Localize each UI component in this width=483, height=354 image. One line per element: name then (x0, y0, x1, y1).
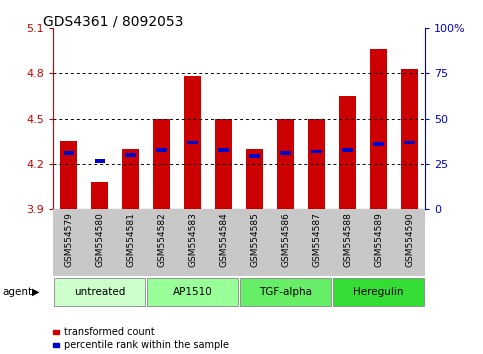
Bar (281, 152, 291, 155)
Text: ▶: ▶ (32, 287, 40, 297)
Bar (218, 148, 229, 152)
Bar (370, 50, 387, 209)
Text: GSM554586: GSM554586 (281, 212, 290, 267)
Bar (147, 278, 238, 306)
Bar (404, 141, 415, 144)
Text: percentile rank within the sample: percentile rank within the sample (64, 340, 229, 350)
Text: GSM554579: GSM554579 (64, 212, 73, 267)
Bar (156, 148, 167, 152)
Bar (122, 149, 139, 209)
Text: GSM554584: GSM554584 (219, 212, 228, 267)
Bar (277, 119, 294, 209)
Bar (373, 142, 384, 146)
Bar (312, 150, 322, 154)
Bar (246, 149, 263, 209)
Bar (240, 278, 331, 306)
Text: agent: agent (2, 287, 32, 297)
Bar (126, 153, 136, 156)
Bar (187, 141, 198, 144)
Bar (63, 152, 74, 155)
Text: GSM554581: GSM554581 (126, 212, 135, 267)
Text: GSM554588: GSM554588 (343, 212, 352, 267)
Text: AP1510: AP1510 (173, 287, 213, 297)
Text: GSM554582: GSM554582 (157, 212, 166, 267)
Text: Heregulin: Heregulin (353, 287, 404, 297)
Text: GSM554583: GSM554583 (188, 212, 197, 267)
Bar (339, 96, 356, 209)
Bar (91, 182, 108, 209)
Text: untreated: untreated (74, 287, 125, 297)
Bar (215, 119, 232, 209)
Bar (342, 148, 353, 152)
Text: GSM554589: GSM554589 (374, 212, 383, 267)
Text: GSM554587: GSM554587 (312, 212, 321, 267)
Bar (60, 141, 77, 209)
Text: GDS4361 / 8092053: GDS4361 / 8092053 (43, 14, 184, 28)
Bar (308, 119, 325, 209)
Text: TGF-alpha: TGF-alpha (259, 287, 312, 297)
Text: transformed count: transformed count (64, 327, 155, 337)
Bar (95, 159, 105, 162)
Text: GSM554590: GSM554590 (405, 212, 414, 267)
Text: GSM554585: GSM554585 (250, 212, 259, 267)
Bar (153, 119, 170, 209)
Bar (401, 69, 418, 209)
Bar (333, 278, 424, 306)
Bar (249, 154, 260, 158)
Text: GSM554580: GSM554580 (95, 212, 104, 267)
Bar (184, 76, 201, 209)
Bar (54, 278, 145, 306)
